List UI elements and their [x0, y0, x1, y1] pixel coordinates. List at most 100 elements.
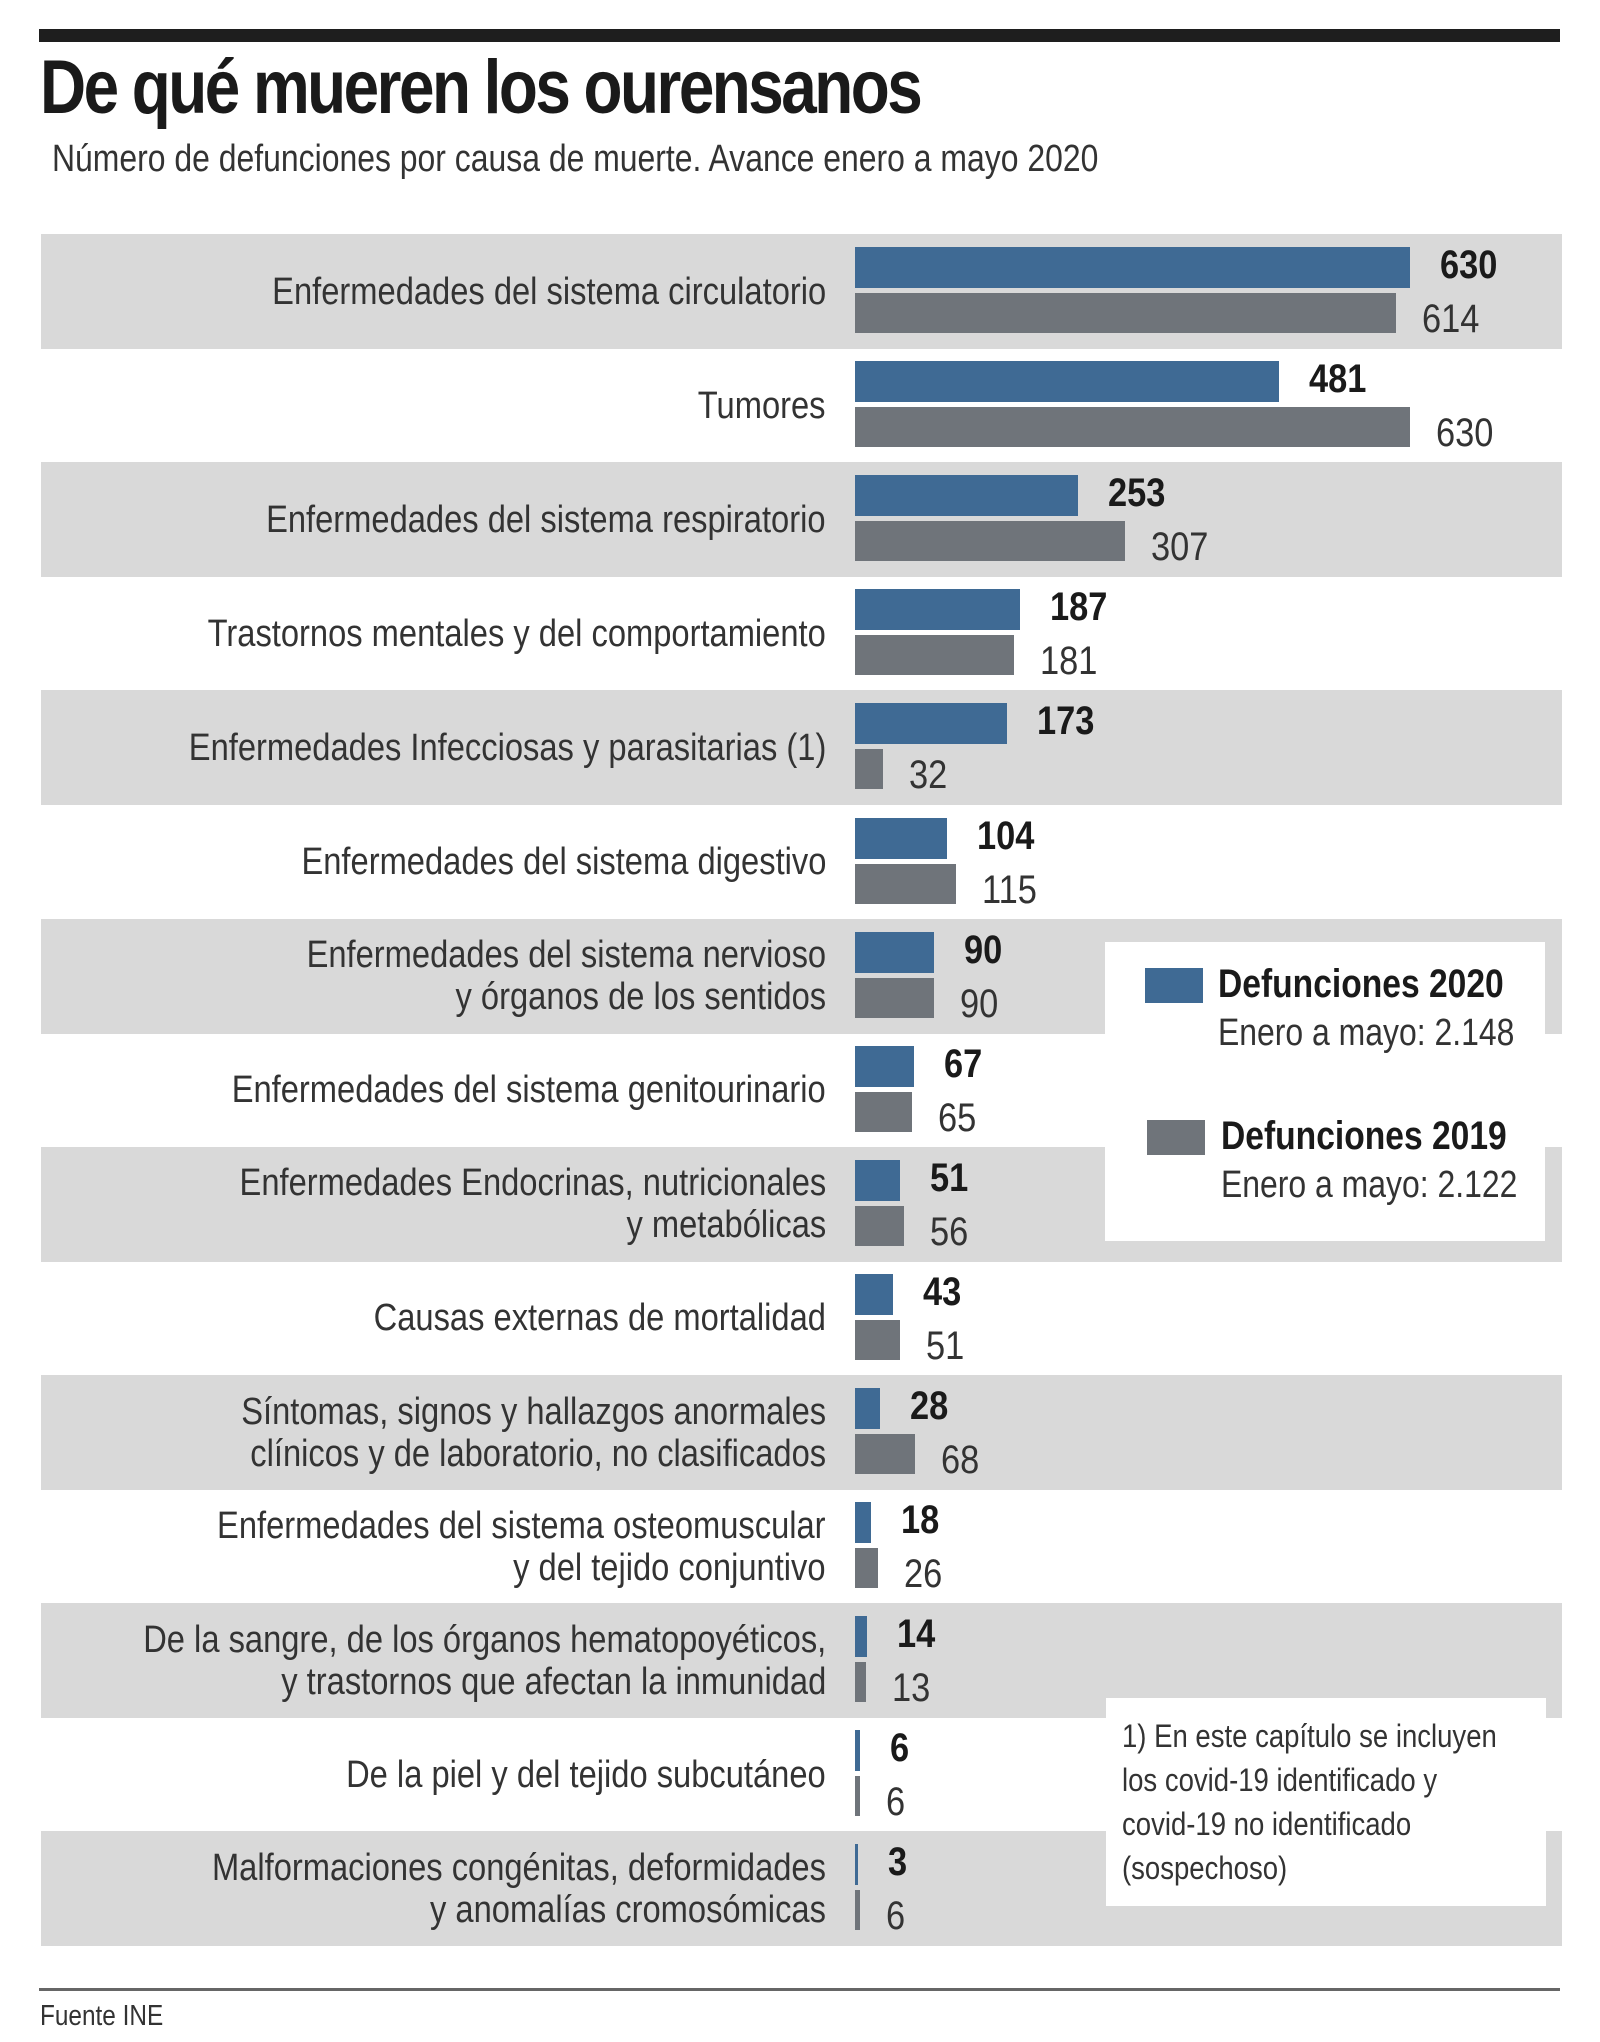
bar-2020	[855, 589, 1020, 631]
bar-2019	[855, 293, 1396, 333]
category-label-line: Enfermedades del sistema genitourinario	[231, 1069, 826, 1112]
footnote-line: los covid-19 identificado y	[1122, 1762, 1438, 1798]
category-label-line: y del tejido conjuntivo	[513, 1546, 826, 1589]
category-row: Enfermedades del sistema genitourinario	[41, 1033, 1562, 1148]
footnote: 1) En este capítulo se incluyen los covi…	[1106, 1698, 1546, 1906]
legend-sub-2020: Enero a mayo: 2.148	[1218, 1012, 1515, 1054]
bar-2019	[855, 1662, 867, 1703]
bar-2020	[855, 1616, 868, 1658]
category-label: De la piel y del tejido subcutáneo	[346, 1717, 826, 1832]
category-label-line: clínicos y de laboratorio, no clasificad…	[250, 1432, 826, 1475]
category-label-line: Trastornos mentales y del comportamiento	[207, 612, 826, 655]
category-row: Síntomas, signos y hallazgos anormales cl…	[41, 1375, 1562, 1490]
category-label-line: y órganos de los sentidos	[455, 976, 826, 1019]
category-label-line: Tumores	[698, 384, 826, 427]
category-label: Síntomas, signos y hallazgos anormales cl…	[241, 1375, 826, 1490]
category-label-line: De la sangre, de los órganos hematopoyét…	[142, 1618, 826, 1661]
category-row: Enfermedades del sistema digestivo	[41, 805, 1562, 920]
legend-label-2019: Defunciones 2019	[1221, 1114, 1507, 1158]
legend-swatch-2019	[1147, 1120, 1205, 1155]
value-label-2020: 90	[964, 927, 1003, 972]
category-label-line: Enfermedades del sistema circulatorio	[271, 270, 826, 313]
value-label-2019: 65	[938, 1095, 977, 1140]
bar-2019	[855, 1205, 905, 1246]
bar-2020	[855, 703, 1008, 745]
category-label-line: Enfermedades del sistema respiratorio	[266, 498, 826, 541]
category-row: Causas externas de mortalidad	[41, 1261, 1562, 1376]
bottom-rule	[39, 1988, 1560, 1991]
bar-2019	[855, 407, 1410, 448]
value-label-2020: 18	[900, 1498, 940, 1543]
bar-2020	[855, 1159, 900, 1201]
category-label-line: Enfermedades del sistema digestivo	[301, 841, 826, 883]
value-label-2020: 28	[909, 1384, 948, 1428]
bar-2019	[855, 1776, 861, 1817]
category-label: De la sangre, de los órganos hematopoyét…	[143, 1603, 826, 1718]
bar-2019	[855, 1319, 900, 1360]
category-label-line: Síntomas, signos y hallazgos anormales	[241, 1390, 826, 1433]
category-row: Enfermedades del sistema osteomuscular y …	[41, 1489, 1562, 1604]
category-label-line: Causas externas de mortalidad	[373, 1297, 826, 1340]
category-label: Enfermedades del sistema genitourinario	[232, 1033, 826, 1148]
value-label-2019: 51	[925, 1323, 965, 1368]
value-label-2019: 307	[1151, 525, 1209, 570]
category-label-line: y trastornos que afectan la inmunidad	[281, 1660, 826, 1703]
value-label-2020: 253	[1107, 471, 1166, 516]
value-label-2019: 90	[960, 981, 999, 1026]
category-row: Trastornos mentales y del comportamiento	[41, 576, 1562, 691]
legend-label-2020: Defunciones 2020	[1218, 962, 1504, 1006]
category-label-line: Enfermedades del sistema nervioso	[306, 934, 826, 977]
chart-subtitle: Número de defunciones por causa de muert…	[52, 138, 1099, 180]
bar-2019	[855, 977, 935, 1018]
value-label-2019: 6	[886, 1894, 906, 1939]
value-label-2019: 13	[892, 1666, 931, 1711]
value-label-2019: 115	[982, 867, 1038, 912]
category-label: Enfermedades del sistema circulatorio	[272, 234, 826, 349]
category-label: Enfermedades del sistema digestivo	[301, 805, 826, 920]
category-row: Malformaciones congénitas, deformidades y…	[41, 1831, 1562, 1947]
category-label-line: y anomalías cromosómicas	[430, 1888, 826, 1931]
category-label: Enfermedades Endocrinas, nutricionales y …	[239, 1147, 826, 1262]
category-label-line: Enfermedades Endocrinas, nutricionales	[239, 1162, 826, 1205]
top-rule	[39, 29, 1560, 42]
value-label-2020: 14	[897, 1612, 936, 1657]
bar-2019	[855, 1434, 915, 1474]
category-label: Tumores	[698, 348, 826, 463]
legend-swatch-2020	[1145, 968, 1203, 1003]
category-row: Enfermedades del sistema respiratorio	[41, 462, 1562, 578]
value-label-2020: 51	[929, 1155, 969, 1200]
bar-2020	[855, 1045, 915, 1087]
category-label: Enfermedades del sistema nervioso y órgan…	[306, 919, 826, 1034]
value-label-2020: 6	[890, 1726, 910, 1771]
category-row: De la piel y del tejido subcutáneo	[41, 1717, 1562, 1832]
value-label-2019: 614	[1421, 297, 1480, 341]
value-label-2019: 26	[903, 1552, 943, 1597]
value-label-2019: 68	[940, 1438, 980, 1482]
category-label-line: De la piel y del tejido subcutáneo	[346, 1753, 826, 1796]
category-label: Enfermedades del sistema osteomuscular y …	[217, 1489, 826, 1604]
legend-sub-2019: Enero a mayo: 2.122	[1221, 1164, 1518, 1206]
value-label-2020: 187	[1049, 585, 1108, 630]
category-label: Enfermedades Infecciosas y parasitarias …	[188, 690, 826, 805]
category-label-line: Malformaciones congénitas, deformidades	[212, 1846, 826, 1889]
value-label-2019: 32	[909, 753, 948, 798]
chart-title: De qué mueren los ourensanos	[40, 45, 923, 130]
category-label: Enfermedades del sistema respiratorio	[267, 462, 826, 577]
bar-2020	[855, 1502, 871, 1544]
value-label-2020: 481	[1308, 357, 1367, 402]
value-label-2020: 67	[944, 1041, 983, 1086]
bar-2020	[855, 1388, 880, 1429]
category-row: Tumores	[41, 348, 1562, 463]
category-label-line: Enfermedades Infecciosas y parasitarias …	[188, 726, 826, 769]
bar-2020	[855, 1273, 893, 1315]
value-label-2020: 3	[888, 1840, 908, 1885]
bar-2019	[855, 1548, 878, 1589]
source: Fuente INE	[40, 2000, 164, 2032]
bar-2020	[855, 247, 1410, 288]
category-label-line: Enfermedades del sistema osteomuscular	[217, 1504, 826, 1547]
footnote-line: covid-19 no identificado	[1122, 1806, 1412, 1842]
value-label-2019: 56	[930, 1209, 969, 1254]
footnote-line: 1) En este capítulo se incluyen	[1122, 1718, 1497, 1754]
value-label-2019: 630	[1436, 411, 1494, 456]
